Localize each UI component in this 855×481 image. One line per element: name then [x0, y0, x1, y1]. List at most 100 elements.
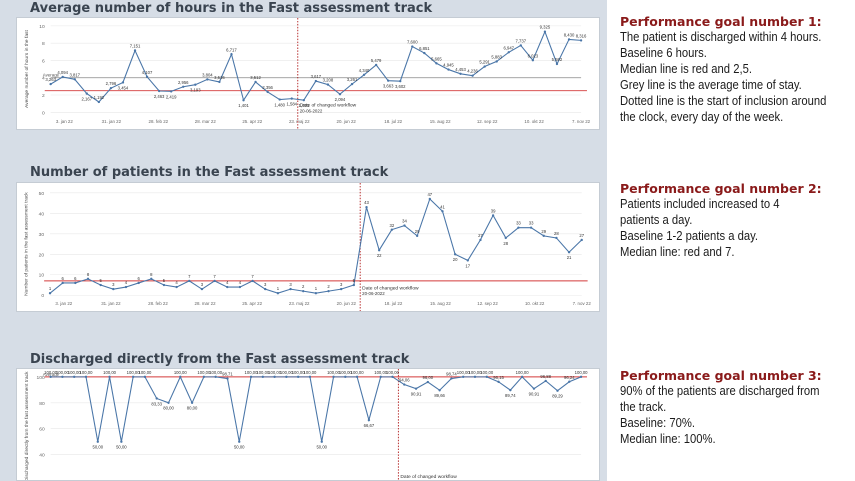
data-point: [542, 234, 545, 238]
data-label: 2,463: [154, 94, 165, 99]
data-point: [555, 62, 559, 66]
data-label: 7,600: [407, 40, 418, 45]
y-tick-label: 2: [42, 93, 45, 99]
x-tick-label: 25. apr 22: [242, 301, 262, 306]
data-label: 33: [516, 221, 521, 226]
data-label: 100,00: [386, 370, 400, 375]
data-label: 6: [62, 276, 65, 281]
data-label: 41: [440, 204, 445, 209]
data-label: 3: [340, 282, 343, 287]
x-tick-label: 7. nov 22: [573, 301, 592, 306]
data-point: [308, 375, 312, 379]
data-point: [519, 44, 522, 47]
x-tick-label: 28. feb 22: [148, 301, 168, 306]
data-label: 89,66: [434, 393, 445, 398]
data-label: 100,00: [374, 370, 388, 375]
data-label: 22: [377, 253, 382, 258]
data-point: [254, 80, 257, 84]
data-label: 3,454: [118, 85, 129, 90]
data-point: [391, 375, 394, 379]
data-label: 3,804: [202, 72, 213, 77]
series-line: [50, 375, 582, 442]
data-label: 50,00: [93, 445, 104, 450]
data-label: 5: [353, 278, 356, 283]
data-label: 100,00: [480, 370, 494, 375]
data-point: [86, 277, 90, 281]
data-point: [327, 289, 330, 293]
data-label: 4,236: [467, 69, 478, 74]
data-point: [438, 389, 441, 392]
data-label: 90,91: [411, 392, 422, 397]
data-label: 43: [364, 200, 369, 205]
data-label: 1: [49, 286, 52, 291]
data-label: 27: [478, 233, 483, 238]
data-label: 100,00: [127, 370, 141, 375]
data-label: 3,516: [214, 75, 225, 80]
x-tick-label: 31. jan 22: [102, 119, 122, 124]
data-point: [462, 375, 465, 379]
data-label: 89,74: [505, 393, 516, 398]
data-label: 28: [503, 241, 508, 246]
data-point: [131, 375, 135, 379]
data-point: [556, 389, 559, 392]
data-point: [188, 279, 191, 283]
data-label: 7,151: [130, 44, 141, 49]
data-point: [290, 97, 293, 100]
data-point: [49, 375, 52, 379]
workflow-date: 20-06-2022: [362, 291, 385, 296]
data-point: [367, 418, 371, 422]
data-point: [96, 440, 99, 443]
chart3-title: Discharged directly from the Fast assess…: [30, 352, 410, 367]
data-point: [202, 375, 206, 379]
data-point: [320, 440, 323, 443]
data-point: [251, 279, 254, 283]
x-tick-label: 7. nov 22: [572, 119, 591, 124]
data-label: 3: [264, 282, 267, 287]
data-point: [441, 210, 444, 213]
x-tick-label: 10. okt 22: [525, 301, 545, 306]
data-label: 100,00: [516, 370, 530, 375]
data-point: [365, 206, 368, 209]
y-axis-label: Average number of hours in the fast: [24, 29, 30, 108]
goal-2-line: Baseline 1-2 patients a day.: [620, 229, 759, 243]
data-label: 1,401: [238, 103, 249, 108]
data-point: [507, 51, 510, 54]
series-line: [50, 30, 582, 103]
x-tick-label: 28. mar 22: [195, 301, 217, 306]
data-point: [387, 79, 390, 82]
data-point: [150, 277, 153, 281]
data-label: 4,107: [142, 70, 153, 75]
data-label: 96,88: [540, 374, 551, 379]
data-point: [124, 285, 128, 289]
data-point: [352, 283, 356, 287]
data-label: 2: [327, 284, 330, 289]
data-label: 100,00: [268, 370, 282, 375]
data-label: 3,617: [311, 74, 322, 79]
data-label: 80,00: [163, 406, 174, 411]
data-point: [179, 375, 182, 379]
data-point: [495, 60, 498, 63]
data-label: 29: [541, 229, 546, 234]
data-point: [466, 259, 469, 262]
data-label: 2,796: [106, 81, 117, 86]
data-label: 7,737: [516, 38, 527, 43]
y-tick-label: 0: [42, 110, 45, 116]
data-label: 6,717: [226, 47, 237, 52]
x-tick-label: 15. aug 22: [430, 301, 451, 306]
goals-column: Performance goal number 1: The patient i…: [607, 0, 855, 481]
y-tick-label: 8: [42, 41, 45, 47]
data-label: 3,208: [323, 78, 334, 83]
data-label: 1: [315, 286, 318, 291]
data-label: 96,15: [493, 375, 504, 380]
goal-1-line: The patient is discharged within 4 hours…: [620, 30, 822, 44]
data-point: [121, 81, 125, 84]
chart1-panel: Average number of hours in the fast 0 2 4 6 8…: [16, 17, 600, 130]
data-label: 6,851: [419, 46, 430, 51]
goal-2-title: Performance goal number 2:: [620, 181, 822, 196]
data-label: 100,00: [174, 370, 188, 375]
data-label: 83,33: [151, 401, 162, 406]
data-label: 96,24: [564, 375, 575, 380]
data-label: 8: [150, 272, 153, 277]
goal-2-line: patients a day.: [620, 213, 693, 227]
data-point: [520, 375, 524, 379]
